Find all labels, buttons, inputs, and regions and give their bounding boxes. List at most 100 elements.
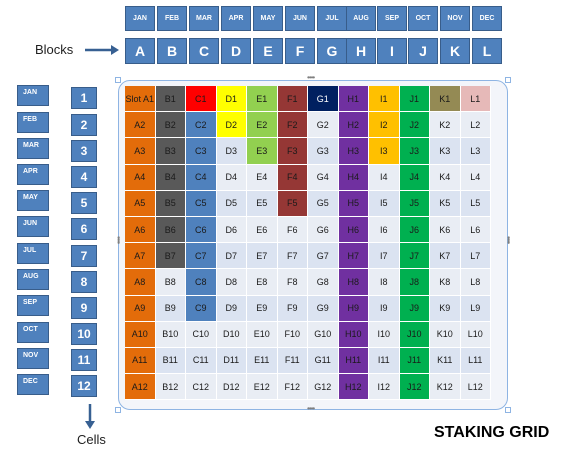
grid-cell-c7: C7 (186, 243, 217, 270)
grid-cell-c10: C10 (186, 321, 217, 348)
grid-cell-d4: D4 (216, 164, 247, 191)
resize-handle-bottom[interactable]: •••• (307, 404, 315, 413)
block-i: I (377, 38, 407, 64)
grid-cell-b6: B6 (155, 216, 186, 244)
grid-cell-b2: B2 (155, 112, 186, 139)
month-header-oct: OCT (408, 6, 438, 31)
resize-handle-top[interactable]: •••• (307, 73, 315, 82)
cell-number-10: 10 (71, 323, 97, 345)
grid-cell-g10: G10 (308, 321, 339, 348)
month-row-jan: JAN (17, 85, 49, 106)
grid-cell-e9: E9 (247, 295, 278, 322)
grid-cell-a11: A11 (125, 347, 156, 375)
grid-cell-h12: H12 (338, 374, 369, 401)
staking-grid: Slot A1 B1 C1 D1 E1 F1 G1 H1 I1 J1 K1 L1 A2 B2 C2 D2 E2 F… (125, 86, 491, 401)
grid-cell-i11: I11 (369, 347, 400, 375)
resize-handle-left[interactable]: •••• (114, 236, 123, 244)
grid-cell-b8: B8 (155, 269, 186, 296)
resize-handle-top-right[interactable] (505, 77, 511, 83)
grid-cell-h8: H8 (338, 269, 369, 296)
grid-cell-b5: B5 (155, 190, 186, 217)
arrow-right-icon (85, 45, 119, 55)
grid-cell-g4: G4 (308, 164, 339, 191)
grid-cell-k8: K8 (430, 269, 461, 296)
grid-cell-i12: I12 (369, 374, 400, 401)
grid-cell-b12: B12 (155, 374, 186, 401)
grid-cell-a3: A3 (125, 138, 156, 165)
grid-cell-k12: K12 (430, 374, 461, 401)
grid-cell-i5: I5 (369, 190, 400, 217)
month-header-dec: DEC (472, 6, 502, 31)
cell-number-8: 8 (71, 271, 97, 293)
grid-cell-j9: J9 (399, 295, 430, 322)
month-header-feb: FEB (157, 6, 187, 31)
grid-cell-e1: E1 (247, 86, 278, 113)
grid-cell-l10: L10 (460, 321, 491, 348)
grid-cell-j7: J7 (399, 243, 430, 270)
grid-cell-k3: K3 (430, 138, 461, 165)
month-row-sep: SEP (17, 295, 49, 316)
grid-cell-c1: C1 (186, 86, 217, 113)
grid-cell-c12: C12 (186, 374, 217, 401)
resize-handle-top-left[interactable] (115, 77, 121, 83)
page-title: STAKING GRID (434, 424, 550, 441)
block-b: B (157, 38, 187, 64)
grid-cell-g11: G11 (308, 347, 339, 375)
grid-cell-d3: D3 (216, 138, 247, 165)
resize-handle-bottom-left[interactable] (115, 407, 121, 413)
month-row-nov: NOV (17, 348, 49, 369)
grid-cell-b7: B7 (155, 243, 186, 270)
grid-cell-l11: L11 (460, 347, 491, 375)
grid-cell-k7: K7 (430, 243, 461, 270)
grid-cell-i4: I4 (369, 164, 400, 191)
month-header-may: MAY (253, 6, 283, 31)
grid-cell-l9: L9 (460, 295, 491, 322)
grid-cell-k6: K6 (430, 216, 461, 244)
grid-cell-i3: I3 (369, 138, 400, 165)
grid-cell-c3: C3 (186, 138, 217, 165)
grid-cell-g7: G7 (308, 243, 339, 270)
cell-number-7: 7 (71, 245, 97, 267)
grid-cell-e4: E4 (247, 164, 278, 191)
grid-cell-a6: A6 (125, 216, 156, 244)
grid-cell-f7: F7 (277, 243, 308, 270)
grid-cell-h9: H9 (338, 295, 369, 322)
grid-cell-e2: E2 (247, 112, 278, 139)
grid-cell-h7: H7 (338, 243, 369, 270)
grid-cell-h1: H1 (338, 86, 369, 113)
grid-cell-e7: E7 (247, 243, 278, 270)
grid-cell-b11: B11 (155, 347, 186, 375)
grid-cell-a7: A7 (125, 243, 156, 270)
block-l: L (472, 38, 502, 64)
grid-cell-d10: D10 (216, 321, 247, 348)
grid-cell-l4: L4 (460, 164, 491, 191)
month-row-mar: MAR (17, 138, 49, 159)
grid-cell-j4: J4 (399, 164, 430, 191)
grid-cell-f1: F1 (277, 86, 308, 113)
block-a: A (125, 38, 155, 64)
cell-number-3: 3 (71, 140, 97, 162)
grid-cell-h3: H3 (338, 138, 369, 165)
resize-handle-right[interactable]: •••• (504, 236, 513, 244)
grid-cell-f3: F3 (277, 138, 308, 165)
grid-cell-g6: G6 (308, 216, 339, 244)
resize-handle-bottom-right[interactable] (505, 407, 511, 413)
grid-cell-f2: F2 (277, 112, 308, 139)
month-header-sep: SEP (377, 6, 407, 31)
grid-cell-a2: A2 (125, 112, 156, 139)
grid-cell-l8: L8 (460, 269, 491, 296)
grid-cell-a9: A9 (125, 295, 156, 322)
block-d: D (221, 38, 251, 64)
grid-cell-k9: K9 (430, 295, 461, 322)
grid-cell-b3: B3 (155, 138, 186, 165)
grid-cell-e6: E6 (247, 216, 278, 244)
grid-cell-c5: C5 (186, 190, 217, 217)
cell-number-2: 2 (71, 114, 97, 136)
grid-cell-b9: B9 (155, 295, 186, 322)
cell-number-6: 6 (71, 218, 97, 240)
block-g: G (317, 38, 347, 64)
grid-cell-d8: D8 (216, 269, 247, 296)
block-f: F (285, 38, 315, 64)
grid-cell-a12: A12 (125, 374, 156, 401)
grid-cell-k5: K5 (430, 190, 461, 217)
